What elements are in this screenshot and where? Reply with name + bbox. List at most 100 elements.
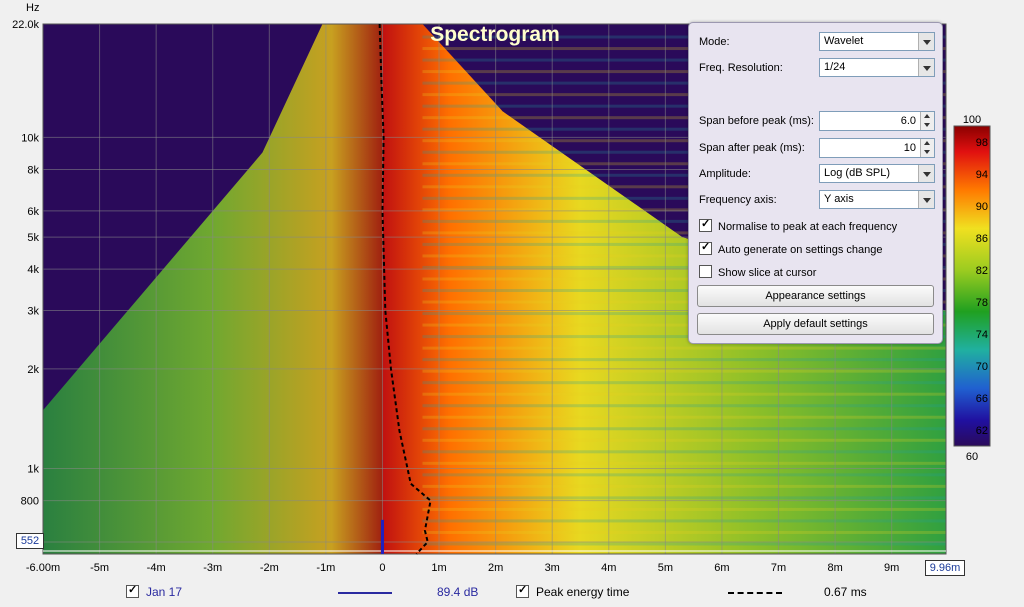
y-tick-label: 8k — [27, 164, 39, 176]
ripple-band — [422, 93, 946, 97]
ripple-band — [422, 139, 946, 143]
ripple-band — [422, 392, 946, 396]
color-scale-tick-label: 62 — [976, 425, 988, 437]
color-scale-tick-label: 70 — [976, 361, 988, 373]
ripple-band — [422, 461, 946, 465]
ripple-band — [422, 381, 946, 385]
x-tick-label: 6m — [714, 562, 729, 574]
y-tick-label: 1k — [27, 464, 39, 476]
color-scale-tick-label: 86 — [976, 233, 988, 245]
span-after-value: 10 — [903, 142, 916, 154]
freq-resolution-select[interactable]: 1/24 — [819, 58, 935, 77]
x-tick-label: 3m — [545, 562, 560, 574]
chevron-down-icon[interactable] — [918, 59, 934, 76]
amplitude-label: Amplitude: — [699, 168, 751, 180]
ripple-band — [422, 58, 946, 62]
ripple-band — [422, 496, 946, 500]
mode-label: Mode: — [699, 36, 730, 48]
ripple-band — [422, 185, 946, 189]
freq-resolution-value: 1/24 — [824, 61, 846, 73]
span-after-label: Span after peak (ms): — [699, 142, 805, 154]
y-tick-label: 6k — [27, 206, 39, 218]
x-tick-label: -6.00m — [26, 562, 60, 574]
ripple-band — [422, 231, 946, 235]
spin-down-icon[interactable] — [921, 121, 934, 130]
impulse-marker — [380, 519, 384, 554]
ripple-band — [422, 346, 946, 350]
ripple-band — [422, 150, 946, 154]
ripple-band — [422, 196, 946, 200]
checkbox-unchecked-icon[interactable] — [699, 265, 712, 278]
color-scale-tick-label: 66 — [976, 393, 988, 405]
ripple-band — [422, 484, 946, 488]
y-tick-label: 5k — [27, 232, 39, 244]
span-before-value: 6.0 — [900, 115, 916, 127]
amplitude-value: Log (dB SPL) — [824, 167, 891, 179]
y-tick-label: 800 — [21, 496, 39, 508]
trace-line-swatch — [338, 592, 392, 594]
ripple-band — [422, 254, 946, 258]
ripple-band — [422, 219, 946, 223]
checkbox-checked-icon[interactable] — [699, 240, 712, 255]
y-axis-labels: 22.0k10k8k6k5k4k3k2k1k800600 — [12, 19, 39, 549]
ripple-band — [422, 450, 946, 454]
frequency-axis-select[interactable]: Y axis — [819, 190, 935, 209]
x-tick-label: 4m — [601, 562, 616, 574]
chevron-down-icon[interactable] — [918, 33, 934, 50]
y-tick-label: 3k — [27, 306, 39, 318]
y-tick-label: 22.0k — [12, 19, 39, 31]
mode-select[interactable]: Wavelet — [819, 32, 935, 51]
appearance-settings-button[interactable]: Appearance settings — [697, 285, 934, 307]
color-scale-tick-label: 94 — [976, 169, 988, 181]
normalise-checkbox[interactable]: Normalise to peak at each frequency — [699, 217, 897, 233]
color-scale-tick-label: 60 — [966, 451, 978, 463]
x-tick-label: 7m — [771, 562, 786, 574]
spin-down-icon[interactable] — [921, 148, 934, 157]
y-tick-label: 10k — [21, 132, 39, 144]
span-before-label: Span before peak (ms): — [699, 115, 814, 127]
span-before-input[interactable]: 6.0 — [819, 111, 935, 131]
trace-value: 89.4 dB — [437, 585, 479, 599]
mode-value: Wavelet — [824, 35, 864, 47]
chevron-down-icon[interactable] — [918, 191, 934, 208]
ripple-band — [422, 530, 946, 534]
peak-energy-value: 0.67 ms — [824, 585, 867, 599]
ripple-band — [422, 542, 946, 546]
ripple-band — [422, 242, 946, 246]
span-after-input[interactable]: 10 — [819, 138, 935, 158]
ripple-band — [422, 358, 946, 362]
ripple-band — [422, 265, 946, 269]
checkbox-checked-icon[interactable] — [699, 217, 712, 232]
ripple-band — [422, 116, 946, 120]
x-tick-label: 1m — [431, 562, 446, 574]
auto-generate-checkbox[interactable]: Auto generate on settings change — [699, 240, 883, 256]
color-scale-bar: 100 98 94 90 86 82 78 74 70 66 62 60 — [953, 114, 991, 463]
ripple-band — [422, 415, 946, 419]
chevron-down-icon[interactable] — [918, 165, 934, 182]
x-tick-label: 9m — [884, 562, 899, 574]
ripple-band — [422, 162, 946, 166]
show-slice-label: Show slice at cursor — [718, 267, 817, 279]
amplitude-select[interactable]: Log (dB SPL) — [819, 164, 935, 183]
x-tick-label: -1m — [316, 562, 335, 574]
color-scale-tick-label: 90 — [976, 201, 988, 213]
ripple-band — [422, 312, 946, 316]
apply-default-settings-button[interactable]: Apply default settings — [697, 313, 934, 335]
post-peak-energy-region — [382, 24, 946, 554]
x-tick-label: 2m — [488, 562, 503, 574]
peak-energy-line — [378, 23, 432, 555]
checkbox-checked-icon[interactable] — [126, 583, 139, 598]
trace-checkbox[interactable] — [126, 583, 139, 599]
peak-energy-label: Peak energy time — [536, 585, 630, 599]
color-scale-tick-label: 98 — [976, 137, 988, 149]
peak-energy-checkbox[interactable] — [516, 583, 529, 599]
checkbox-checked-icon[interactable] — [516, 583, 529, 598]
auto-generate-label: Auto generate on settings change — [718, 244, 883, 256]
x-tick-label: 0 — [379, 562, 385, 574]
ripple-band — [422, 173, 946, 177]
ripple-band — [422, 300, 946, 304]
ripple-band — [422, 369, 946, 373]
x-tick-label: 5m — [658, 562, 673, 574]
show-slice-checkbox[interactable]: Show slice at cursor — [699, 265, 816, 279]
ripple-band — [422, 438, 946, 442]
